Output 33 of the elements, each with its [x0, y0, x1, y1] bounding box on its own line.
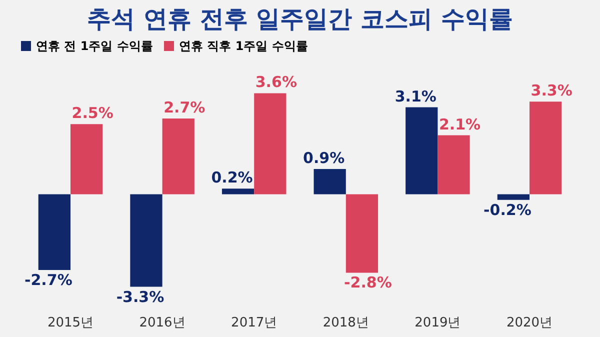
x-tick-label: 2018년 — [322, 316, 369, 330]
x-tick-label: 2017년 — [231, 316, 278, 330]
data-label: 2.7% — [164, 98, 206, 116]
data-label: -2.7% — [24, 270, 72, 289]
x-tick-label: 2015년 — [47, 316, 94, 330]
bar — [530, 102, 562, 194]
bar — [70, 124, 103, 194]
data-label: -0.2% — [484, 200, 532, 219]
data-label: 3.6% — [255, 73, 297, 92]
bar — [438, 135, 470, 194]
bar — [130, 194, 162, 287]
data-label: 0.2% — [211, 168, 253, 187]
data-label: -3.3% — [116, 288, 164, 306]
bar — [406, 107, 438, 194]
bar — [222, 188, 254, 194]
data-label: 2.1% — [438, 115, 481, 134]
legend-label: 연휴 직후 1주일 수익률 — [179, 39, 308, 53]
data-label: 0.9% — [303, 148, 345, 167]
data-label: 2.5% — [72, 104, 114, 122]
x-tick-label: 2016년 — [139, 316, 186, 330]
x-tick-label: 2019년 — [414, 316, 461, 330]
data-label: 3.3% — [530, 82, 572, 100]
bar — [162, 118, 194, 194]
chart-title: 추석 연휴 전후 일주일간 코스피 수익률 — [87, 5, 513, 33]
bar — [254, 93, 286, 194]
bar — [38, 194, 70, 270]
data-label: -2.8% — [344, 274, 392, 292]
bar — [497, 194, 530, 200]
bar — [346, 194, 378, 273]
bar — [314, 168, 346, 194]
legend-label: 연휴 전 1주일 수익률 — [36, 39, 153, 53]
data-label: 3.1% — [394, 87, 436, 106]
x-tick-label: 2020년 — [506, 316, 553, 330]
